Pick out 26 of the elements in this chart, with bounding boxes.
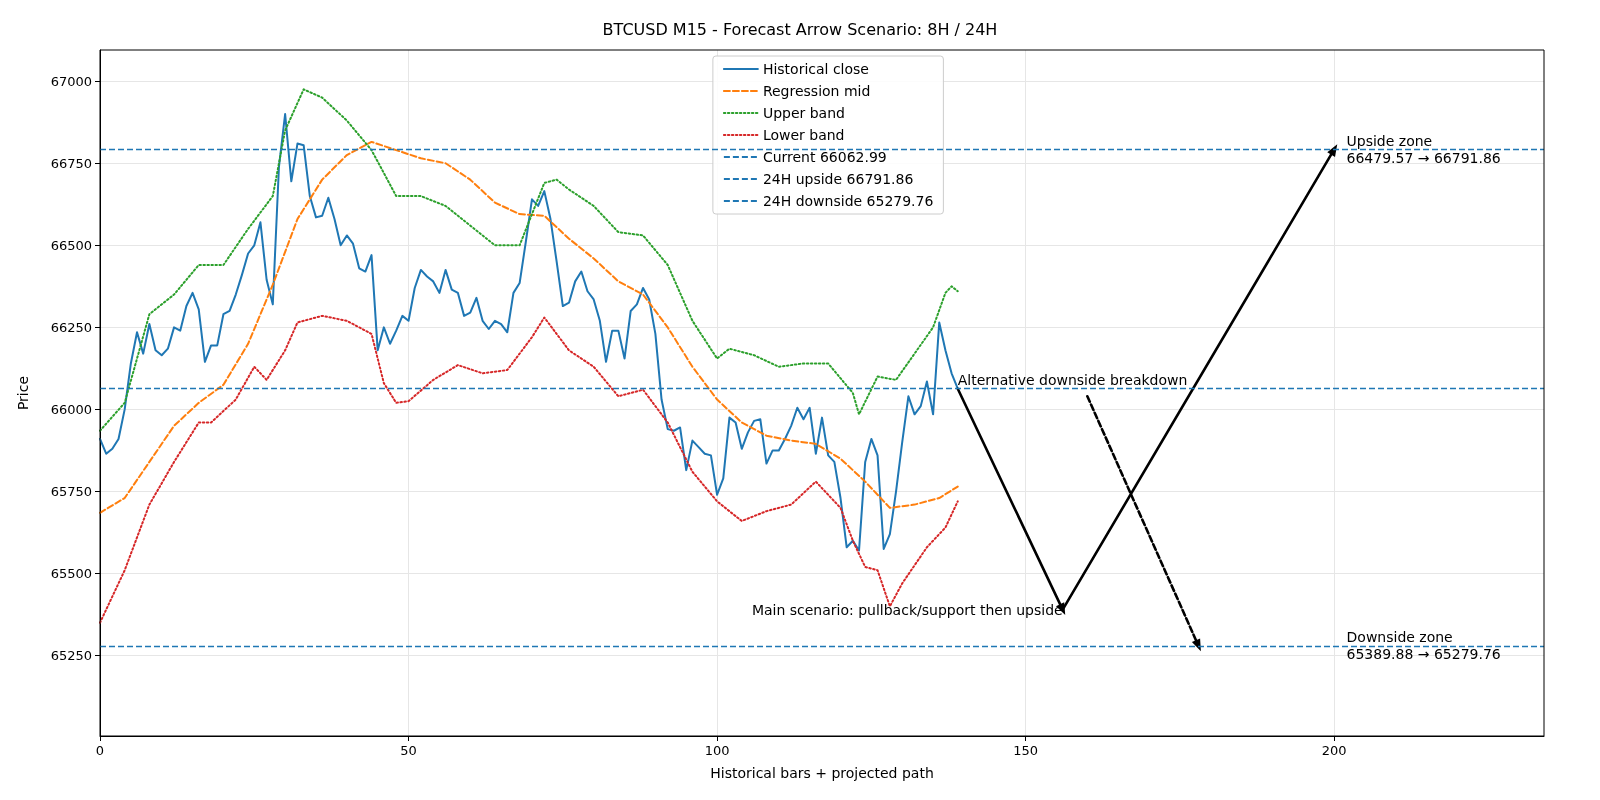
chart-title: BTCUSD M15 - Forecast Arrow Scenario: 8H / 24H <box>602 19 998 39</box>
y-tick-label: 66500 <box>50 237 92 253</box>
y-tick-label: 66000 <box>50 401 92 417</box>
y-axis-title: Price <box>15 375 31 411</box>
y-tick-label: 65250 <box>50 648 92 664</box>
legend-label: Upper band <box>762 105 845 121</box>
legend-label: 24H upside 66791.86 <box>762 171 914 187</box>
y-tick-label: 67000 <box>50 73 92 89</box>
annotation: Upside zone 66479.57 → 66791.86 <box>1346 133 1501 166</box>
x-tick-label: 200 <box>1321 743 1347 758</box>
annotation: Downside zone 65389.88 → 65279.76 <box>1346 629 1501 663</box>
x-axis-title: Historical bars + projected path <box>710 765 934 781</box>
legend-label: Lower band <box>762 127 845 143</box>
legend-label: 24H downside 65279.76 <box>762 193 934 209</box>
legend-label: Historical close <box>762 61 869 77</box>
annotation: Alternative downside breakdown <box>957 372 1188 389</box>
y-tick-label: 65500 <box>50 566 92 582</box>
legend-label: Current 66062.99 <box>762 149 887 165</box>
y-tick-label: 65750 <box>50 483 92 499</box>
x-tick-label: 100 <box>704 743 730 758</box>
y-tick-label: 66750 <box>50 155 92 171</box>
x-tick-label: 150 <box>1013 743 1039 758</box>
x-tick-label: 50 <box>400 743 417 758</box>
x-tick-label: 0 <box>95 743 105 758</box>
legend-label: Regression mid <box>762 83 871 99</box>
y-tick-label: 66250 <box>50 319 92 335</box>
